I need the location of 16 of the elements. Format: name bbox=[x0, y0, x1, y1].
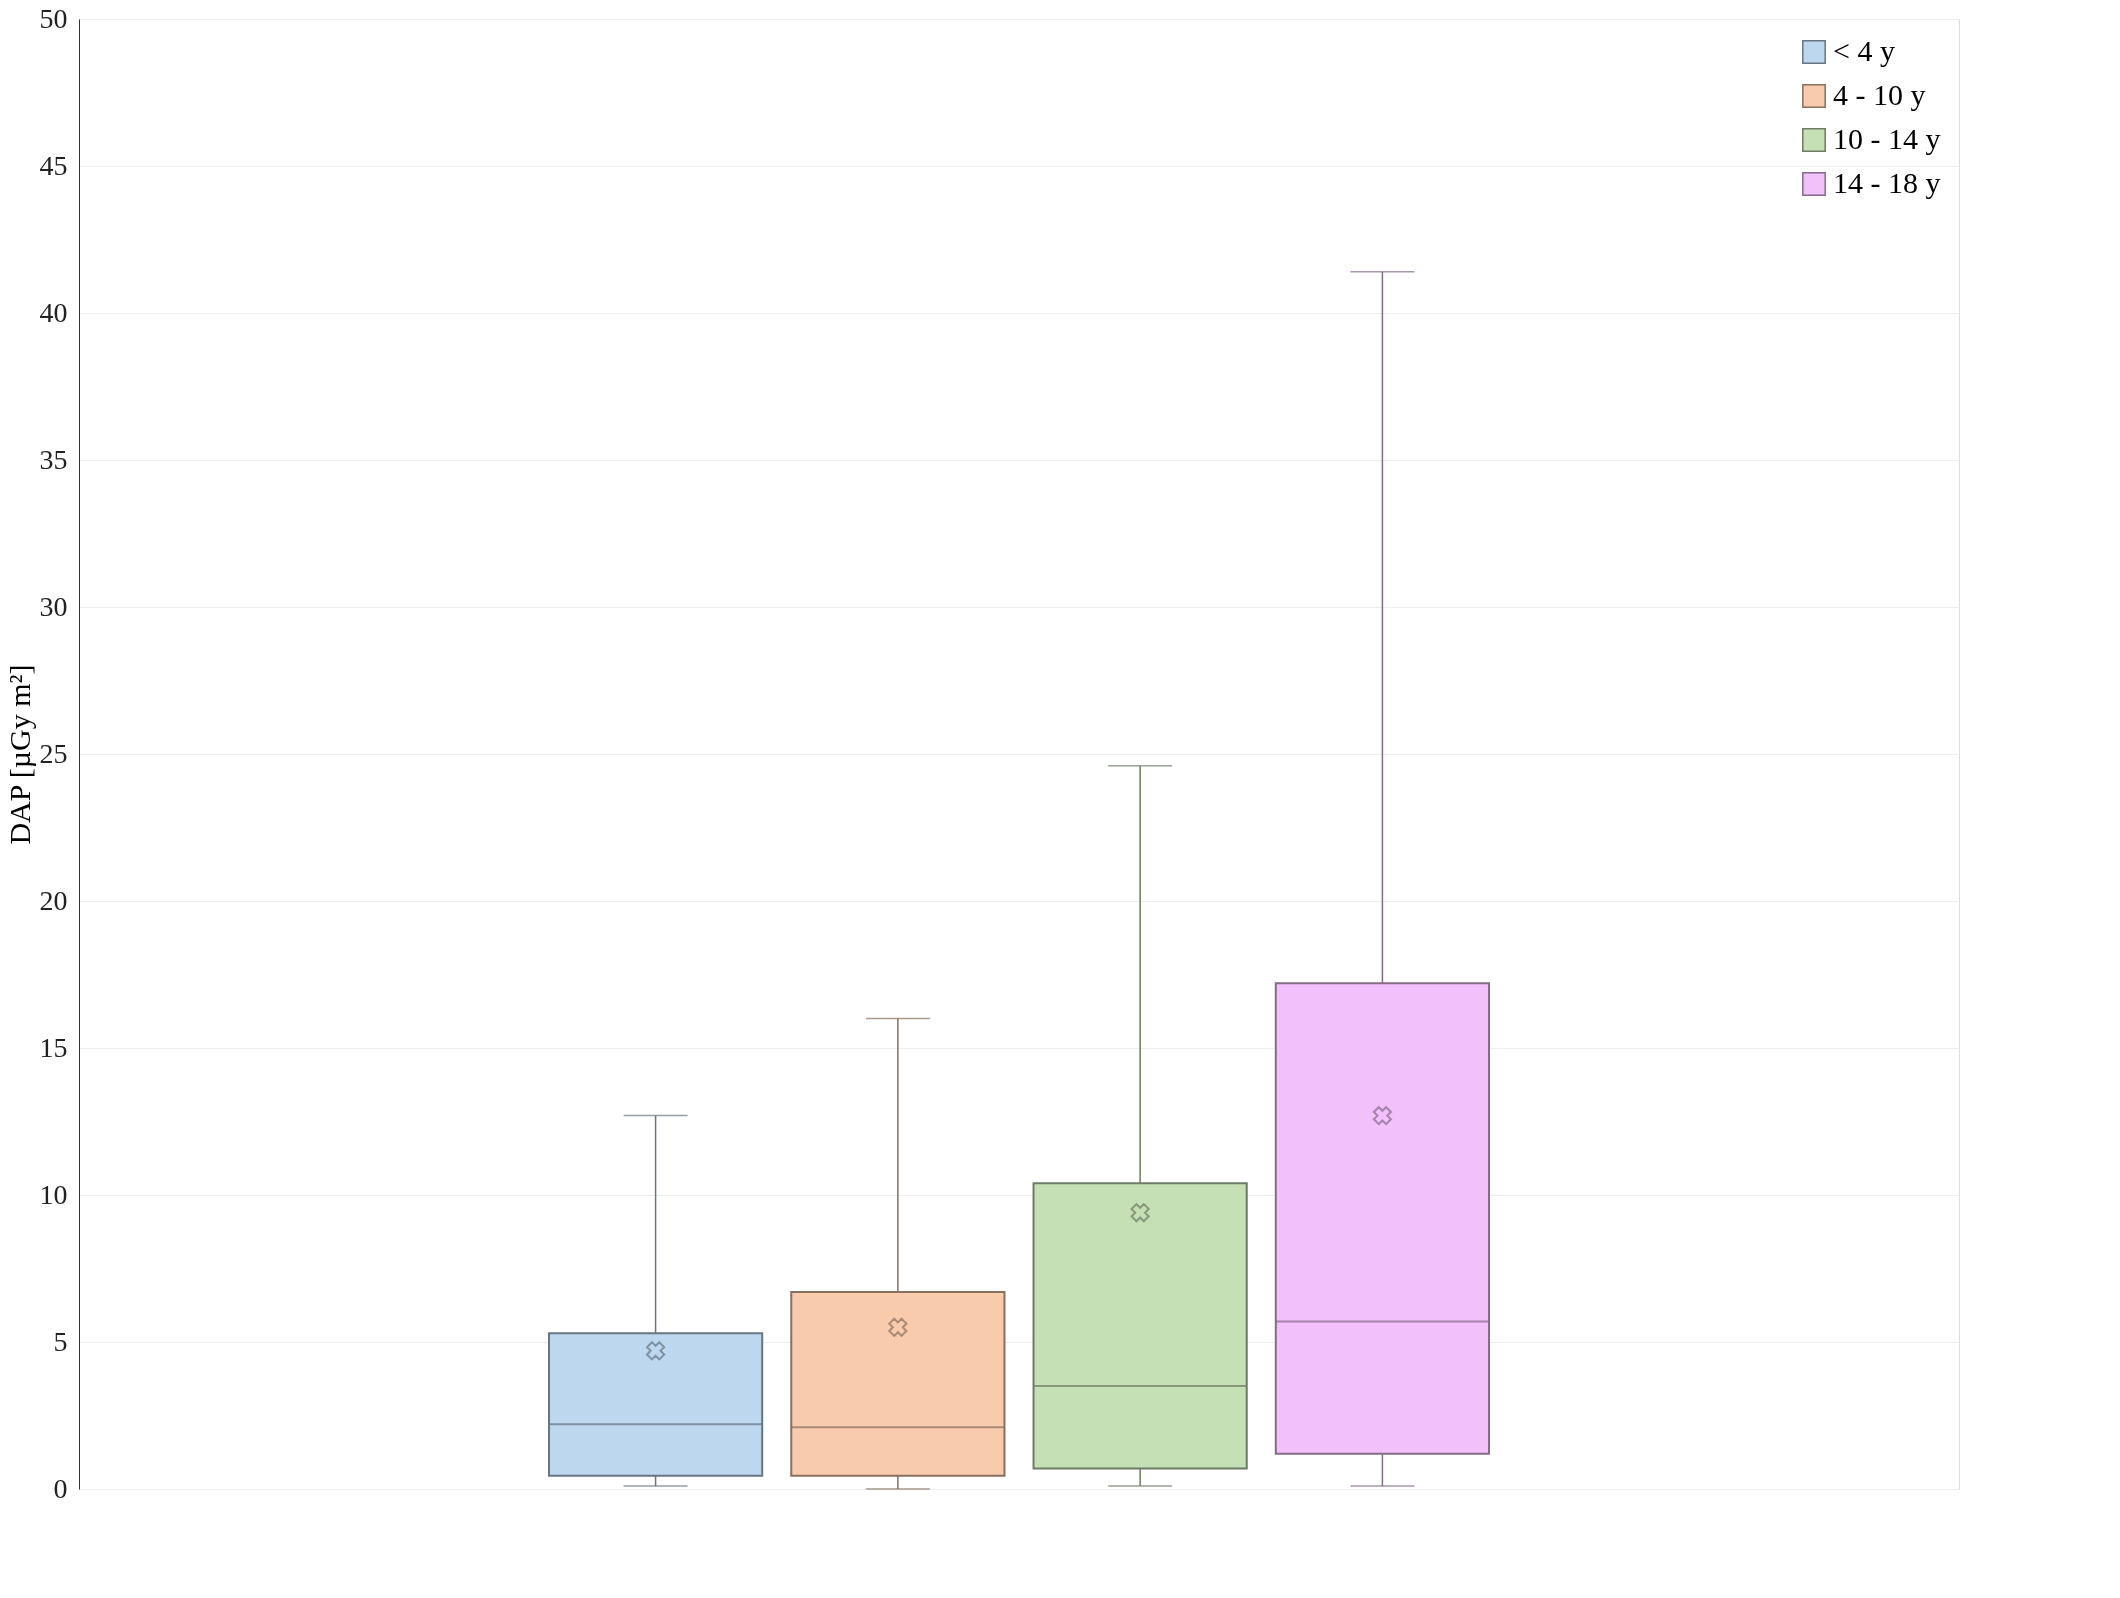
y-tick-label: 10 bbox=[39, 1178, 68, 1210]
y-tick-label: 50 bbox=[39, 2, 68, 34]
legend-label: 14 - 18 y bbox=[1833, 166, 1941, 199]
y-tick-label: 25 bbox=[39, 737, 68, 769]
y-tick-label: 5 bbox=[53, 1325, 68, 1357]
y-axis-title: DAP [µGy m²] bbox=[2, 664, 36, 845]
y-tick-label: 15 bbox=[39, 1031, 68, 1063]
y-tick-label: 45 bbox=[39, 149, 68, 181]
y-tick-label: 35 bbox=[39, 443, 68, 475]
legend-label: 4 - 10 y bbox=[1833, 78, 1926, 111]
legend-label: 10 - 14 y bbox=[1833, 122, 1941, 155]
y-tick-label: 30 bbox=[39, 590, 68, 622]
y-tick-label: 0 bbox=[53, 1472, 68, 1504]
y-tick-label: 40 bbox=[39, 296, 68, 328]
y-tick-label: 20 bbox=[39, 884, 68, 916]
legend-label: < 4 y bbox=[1833, 34, 1895, 67]
